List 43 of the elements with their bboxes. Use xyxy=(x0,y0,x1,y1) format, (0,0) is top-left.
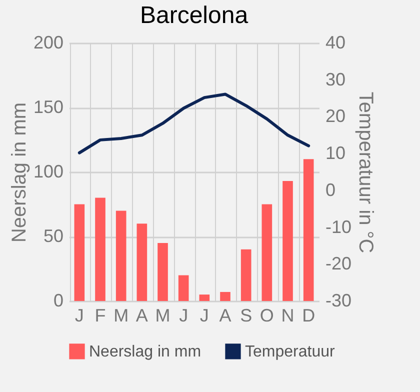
x-tick-label: J xyxy=(200,306,209,326)
y-tick-label: 100 xyxy=(33,162,64,182)
bar xyxy=(178,275,189,301)
y2-tick-label: -10 xyxy=(326,216,352,237)
y-tick-label: 0 xyxy=(53,290,64,310)
y2-tick-label: 0 xyxy=(326,180,336,200)
y2-tick-label: 10 xyxy=(326,143,346,164)
line-series xyxy=(78,92,310,154)
y2-axis-title: Temperatuur in °C xyxy=(354,92,377,254)
x-tick-label: O xyxy=(260,306,274,326)
y2-tick-label: 20 xyxy=(326,106,346,126)
bar xyxy=(158,242,168,301)
bar xyxy=(303,159,314,301)
legend-label: Temperatuur xyxy=(245,343,336,360)
y2-tick-label: -20 xyxy=(326,254,352,274)
bar xyxy=(282,181,293,301)
bar xyxy=(116,210,126,301)
bar xyxy=(240,249,252,301)
x-tick-label: J xyxy=(74,306,84,326)
y2-tick-label: 40 xyxy=(326,32,346,52)
bar xyxy=(95,198,106,301)
bar xyxy=(220,292,230,301)
x-tick-label: M xyxy=(155,306,170,326)
x-tick-label: M xyxy=(114,306,129,326)
x-tick-label: S xyxy=(240,306,252,326)
y-tick-label: 200 xyxy=(33,32,64,52)
x-tick-label: A xyxy=(136,306,148,326)
bar xyxy=(262,204,272,301)
x-tick-label: F xyxy=(94,306,106,326)
x-tick-label: N xyxy=(281,306,294,326)
bar xyxy=(74,204,85,301)
x-tick-label: J xyxy=(179,306,188,326)
y-tick-label: 150 xyxy=(33,97,64,117)
chart-title: Barcelona xyxy=(140,2,249,29)
x-tick-label: A xyxy=(219,306,232,326)
x-tick-label: D xyxy=(302,306,316,326)
y-tick-label: 50 xyxy=(43,226,64,246)
y-axis-title: Neerslag in mm xyxy=(8,102,30,243)
y2-tick-label: 30 xyxy=(326,69,346,90)
bar xyxy=(136,224,148,301)
y2-tick-label: -30 xyxy=(326,290,352,310)
legend-label: Neerslag in mm xyxy=(89,343,202,360)
bar xyxy=(199,294,210,301)
